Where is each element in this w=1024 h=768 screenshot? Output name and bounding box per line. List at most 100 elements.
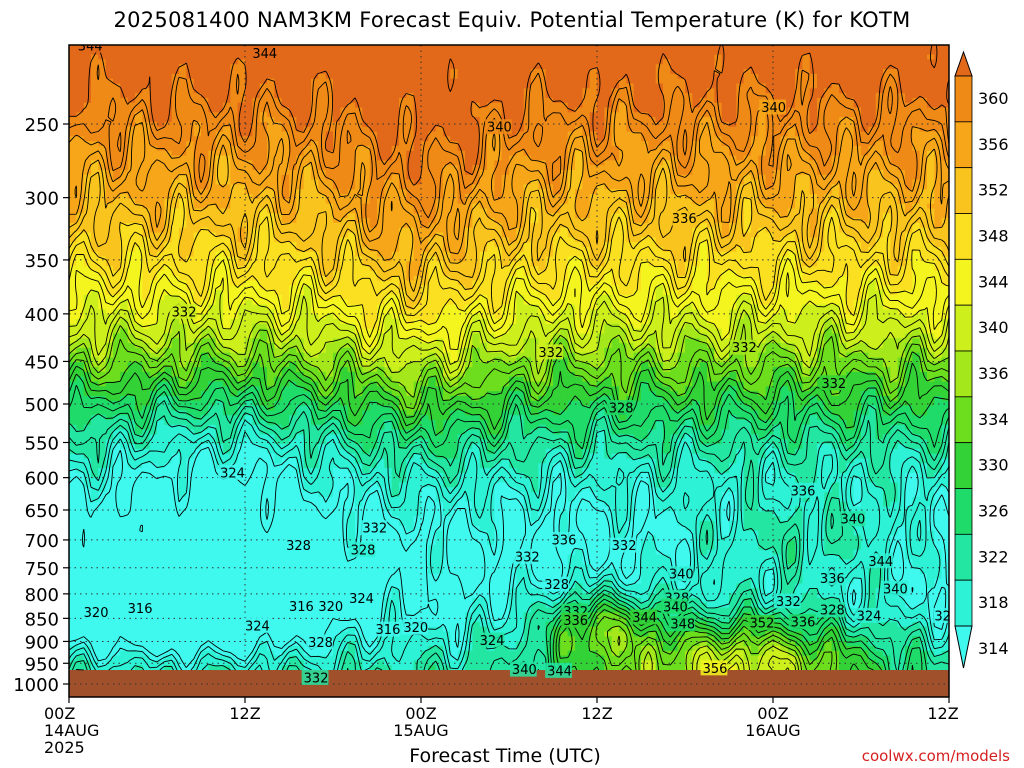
colorbar-bottom-arrow: [954, 625, 973, 669]
y-tick-label: 350: [25, 251, 59, 272]
x-tick-label: 15AUG: [393, 721, 448, 740]
y-tick-label: 700: [25, 531, 59, 552]
colorbar-label: 318: [978, 593, 1009, 612]
colorbar-segment: [954, 75, 973, 123]
contour-label: 332: [773, 593, 801, 610]
x-tick-label: 14AUG: [44, 721, 99, 740]
contour-label: 328: [306, 634, 333, 651]
colorbar-label: 336: [978, 364, 1009, 383]
contour-label: 336: [549, 531, 576, 548]
contour-label: 336: [817, 570, 845, 587]
x-tick-label: 12Z: [229, 704, 260, 723]
colorbar-label: 348: [978, 227, 1009, 246]
contour-label: 344: [630, 609, 657, 626]
contour-label: 316: [287, 598, 314, 615]
contour-label: 324: [218, 464, 245, 481]
contour-label: 344: [866, 553, 893, 570]
colorbar-label: 314: [978, 639, 1009, 658]
contour-label: 332: [536, 344, 563, 361]
contour-label: 340: [661, 598, 688, 615]
contour-label: 344: [545, 662, 572, 679]
contour-label: 332: [169, 303, 196, 320]
y-tick-label: 900: [25, 632, 59, 653]
x-tick-label: 00Z: [405, 704, 436, 723]
colorbar-label: 322: [978, 547, 1009, 566]
contour-label: 320: [401, 619, 428, 636]
colorbar-label: 352: [978, 181, 1009, 200]
colorbar-segment: [954, 350, 973, 398]
contour-label: 332: [512, 548, 540, 565]
colorbar-segment: [954, 121, 973, 169]
contour-label: 316: [125, 600, 152, 617]
contour-label: 328: [348, 542, 375, 559]
y-tick-label: 450: [25, 352, 59, 373]
contour-label: 332: [729, 339, 757, 356]
y-tick-label: 1000: [13, 675, 59, 696]
colorbar-label: 326: [978, 502, 1009, 521]
x-tick-label: 00Z: [757, 704, 788, 723]
contour-label: 328: [817, 602, 845, 619]
colorbar-segment: [954, 579, 973, 627]
colorbar-segment: [954, 304, 973, 352]
x-tick-label: 2025: [44, 738, 85, 757]
colorbar-label: 344: [978, 272, 1009, 291]
y-tick-label: 950: [25, 654, 59, 675]
contour-label: 356: [700, 660, 727, 677]
contour-label: 324: [477, 632, 504, 649]
contour-label: 332: [301, 669, 328, 686]
contour-label: 324: [243, 617, 270, 634]
colorbar-segment: [954, 258, 973, 306]
contour-label: 332: [360, 520, 387, 537]
contour-label: 332: [819, 375, 846, 392]
y-tick-label: 650: [25, 501, 59, 522]
y-tick-label: 400: [25, 305, 59, 326]
contour-label: 332: [609, 537, 636, 554]
colorbar-label: 334: [978, 410, 1009, 429]
y-tick-label: 800: [25, 585, 59, 606]
x-tick-label: 12Z: [581, 704, 612, 723]
contour-label: 340: [485, 119, 512, 136]
contour-label: 328: [542, 576, 569, 593]
y-tick-label: 250: [25, 115, 59, 136]
colorbar-segment: [954, 167, 973, 214]
contour-label: 340: [838, 511, 865, 528]
x-axis-label: Forecast Time (UTC): [409, 745, 601, 767]
y-tick-label: 500: [25, 395, 59, 416]
colorbar-segment: [954, 533, 973, 581]
contour-label: 328: [284, 537, 311, 554]
y-tick-label: 300: [25, 189, 59, 210]
colorbar-segment: [954, 396, 973, 444]
y-tick-label: 600: [25, 469, 59, 490]
x-tick-label: 12Z: [927, 704, 958, 723]
y-tick-label: 550: [25, 434, 59, 455]
contour-label: 344: [75, 45, 103, 54]
y-tick-label: 850: [25, 609, 59, 630]
credit-link[interactable]: coolwx.com/models: [861, 747, 1010, 765]
contour-label: 336: [561, 612, 588, 629]
contour-label: 320: [81, 604, 108, 621]
contour-label: 340: [666, 566, 694, 583]
contour-label: 320: [316, 598, 343, 615]
x-tick-label: 00Z: [44, 704, 75, 723]
contour-label: 336: [788, 614, 815, 631]
colorbar-segment: [954, 442, 973, 489]
contour-label: 340: [759, 99, 786, 116]
contour-label: 324: [347, 590, 374, 607]
chart-title: 2025081400 NAM3KM Forecast Equiv. Potent…: [113, 8, 911, 32]
colorbar-label: 356: [978, 135, 1009, 154]
colorbar-segment: [954, 488, 973, 535]
contour-label: 340: [881, 580, 908, 597]
contour-label: 316: [373, 621, 400, 638]
contour-label: 352: [747, 615, 774, 632]
contour-label: 324: [932, 607, 949, 624]
colorbar-label: 360: [978, 89, 1009, 108]
plot-frame: [68, 44, 950, 698]
x-tick-label: 16AUG: [745, 721, 800, 740]
colorbar-segment: [954, 213, 973, 260]
y-tick-label: 750: [25, 559, 59, 580]
contour-label: 324: [854, 607, 881, 624]
contour-label: 328: [606, 400, 634, 417]
colorbar-top-arrow: [954, 50, 973, 77]
contour-label: 336: [788, 482, 815, 499]
contour-label: 344: [250, 45, 277, 62]
